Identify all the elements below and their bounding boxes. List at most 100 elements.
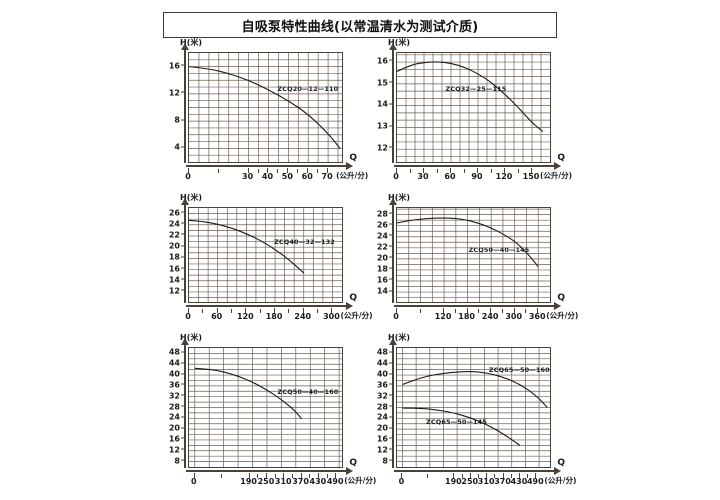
y-tick-label: 12 [156, 286, 185, 295]
x-tick-mark [327, 168, 329, 173]
x-tick-mark-minor [317, 309, 319, 313]
y-tick-label: 24 [364, 231, 393, 240]
x-tick-mark [518, 473, 520, 478]
y-axis-label: H(米) [180, 38, 203, 47]
y-tick-mark [389, 448, 393, 450]
y-tick-mark [181, 437, 185, 439]
y-tick-label: 12 [156, 445, 185, 454]
x-tick-label: 370 [494, 477, 511, 486]
curve-zcq32-25-115 [397, 61, 544, 132]
x-tick-mark-minor [309, 474, 311, 478]
plot-area [396, 347, 551, 468]
x-tick-label: 300 [505, 312, 523, 321]
x-tick-mark-minor [527, 474, 529, 478]
x-axis-unit: (公升/分) [340, 311, 373, 320]
x-tick-mark [396, 308, 397, 313]
x-tick-mark-minor [494, 474, 496, 478]
x-tick-mark [537, 308, 539, 313]
y-tick-label: 20 [364, 424, 393, 433]
y-tick-mark [181, 233, 185, 235]
title-box: 自吸泵特性曲线(以常温清水为测试介质) [163, 12, 557, 38]
x-tick-label: 30 [242, 172, 254, 181]
x-tick-mark [423, 168, 424, 173]
x-tick-mark [443, 308, 445, 313]
y-tick-label: 24 [364, 413, 393, 422]
y-tick-mark [181, 394, 185, 396]
y-tick-label: 36 [156, 380, 185, 389]
y-tick-mark [181, 448, 185, 450]
curve-zcq65-50-160 [402, 371, 548, 408]
y-tick-label: 12 [364, 445, 393, 454]
y-tick-label: 28 [364, 402, 393, 411]
y-tick-mark [389, 427, 393, 429]
x-tick-label: 60 [444, 172, 456, 181]
y-tick-mark [181, 146, 185, 148]
y-tick-label: 4 [156, 143, 185, 152]
curve-zcq65-50-145 [402, 407, 521, 446]
y-tick-label: 28 [364, 209, 393, 218]
x-axis-unit: (公升/分) [336, 171, 369, 180]
chart-zcq65-50: H(米) Q 8 12 16 20 24 28 32 36 40 44 48 0 190 250 310 370 4… [360, 333, 577, 498]
y-tick-label: 40 [156, 370, 185, 379]
x-tick-label: 120 [237, 312, 254, 321]
y-tick-label: 16 [156, 61, 185, 70]
y-tick-label: 26 [156, 208, 185, 217]
plot-svg [189, 348, 342, 467]
x-tick-mark-minor [217, 169, 219, 173]
y-tick-mark [181, 119, 185, 121]
plot-svg [189, 53, 342, 162]
x-axis-label: Q [349, 153, 357, 163]
plot-svg [189, 208, 342, 302]
y-tick-mark [389, 405, 393, 407]
plot-svg [397, 348, 550, 467]
x-tick-label: 60 [301, 172, 313, 181]
x-tick-mark [531, 168, 532, 173]
x-tick-label: 490 [526, 477, 544, 486]
x-tick-mark-minor [463, 169, 465, 173]
x-tick-mark-minor [510, 474, 512, 478]
y-tick-label: 44 [364, 359, 393, 368]
x-axis-unit: (公升/分) [544, 476, 577, 485]
y-tick-label: 14 [156, 275, 185, 284]
x-axis-unit: (公升/分) [540, 171, 573, 180]
y-tick-mark [181, 362, 185, 364]
y-tick-label: 22 [364, 242, 393, 251]
curve-zcq50-40-145 [397, 217, 539, 267]
x-tick-label: 190 [445, 477, 462, 486]
x-tick-label: 0 [393, 312, 399, 321]
x-tick-mark [477, 168, 478, 173]
x-axis-label: Q [557, 293, 565, 303]
plot-svg [397, 53, 550, 162]
x-tick-mark [513, 308, 515, 313]
x-tick-label: 120 [434, 312, 452, 321]
y-tick-label: 16 [364, 56, 393, 65]
y-tick-mark [389, 234, 393, 236]
plot-area [188, 207, 343, 303]
y-tick-label: 32 [156, 391, 185, 400]
y-tick-label: 40 [364, 370, 393, 379]
x-tick-mark [502, 473, 504, 478]
y-tick-label: 28 [156, 402, 185, 411]
x-tick-label: 360 [528, 312, 546, 321]
x-tick-label: 30 [417, 172, 429, 181]
x-tick-mark-minor [461, 474, 463, 478]
y-tick-mark [181, 278, 185, 280]
curve-zcq40-32-132 [189, 219, 305, 274]
page-title: 自吸泵特性曲线(以常温清水为测试介质) [241, 19, 479, 35]
x-tick-mark [300, 473, 302, 478]
x-axis-spine [186, 162, 353, 170]
y-tick-label: 48 [156, 348, 185, 357]
x-axis-spine [394, 162, 561, 170]
x-tick-mark [247, 168, 249, 173]
x-tick-label: 190 [240, 477, 257, 486]
y-tick-label: 14 [364, 100, 393, 109]
x-tick-mark [490, 308, 492, 313]
x-axis-label: Q [557, 153, 565, 163]
y-tick-mark [181, 351, 185, 353]
y-tick-label: 16 [364, 434, 393, 443]
y-axis-label: H(米) [180, 333, 203, 342]
x-tick-label: 310 [477, 477, 495, 486]
x-tick-mark [450, 168, 451, 173]
y-axis-spine [181, 338, 189, 468]
